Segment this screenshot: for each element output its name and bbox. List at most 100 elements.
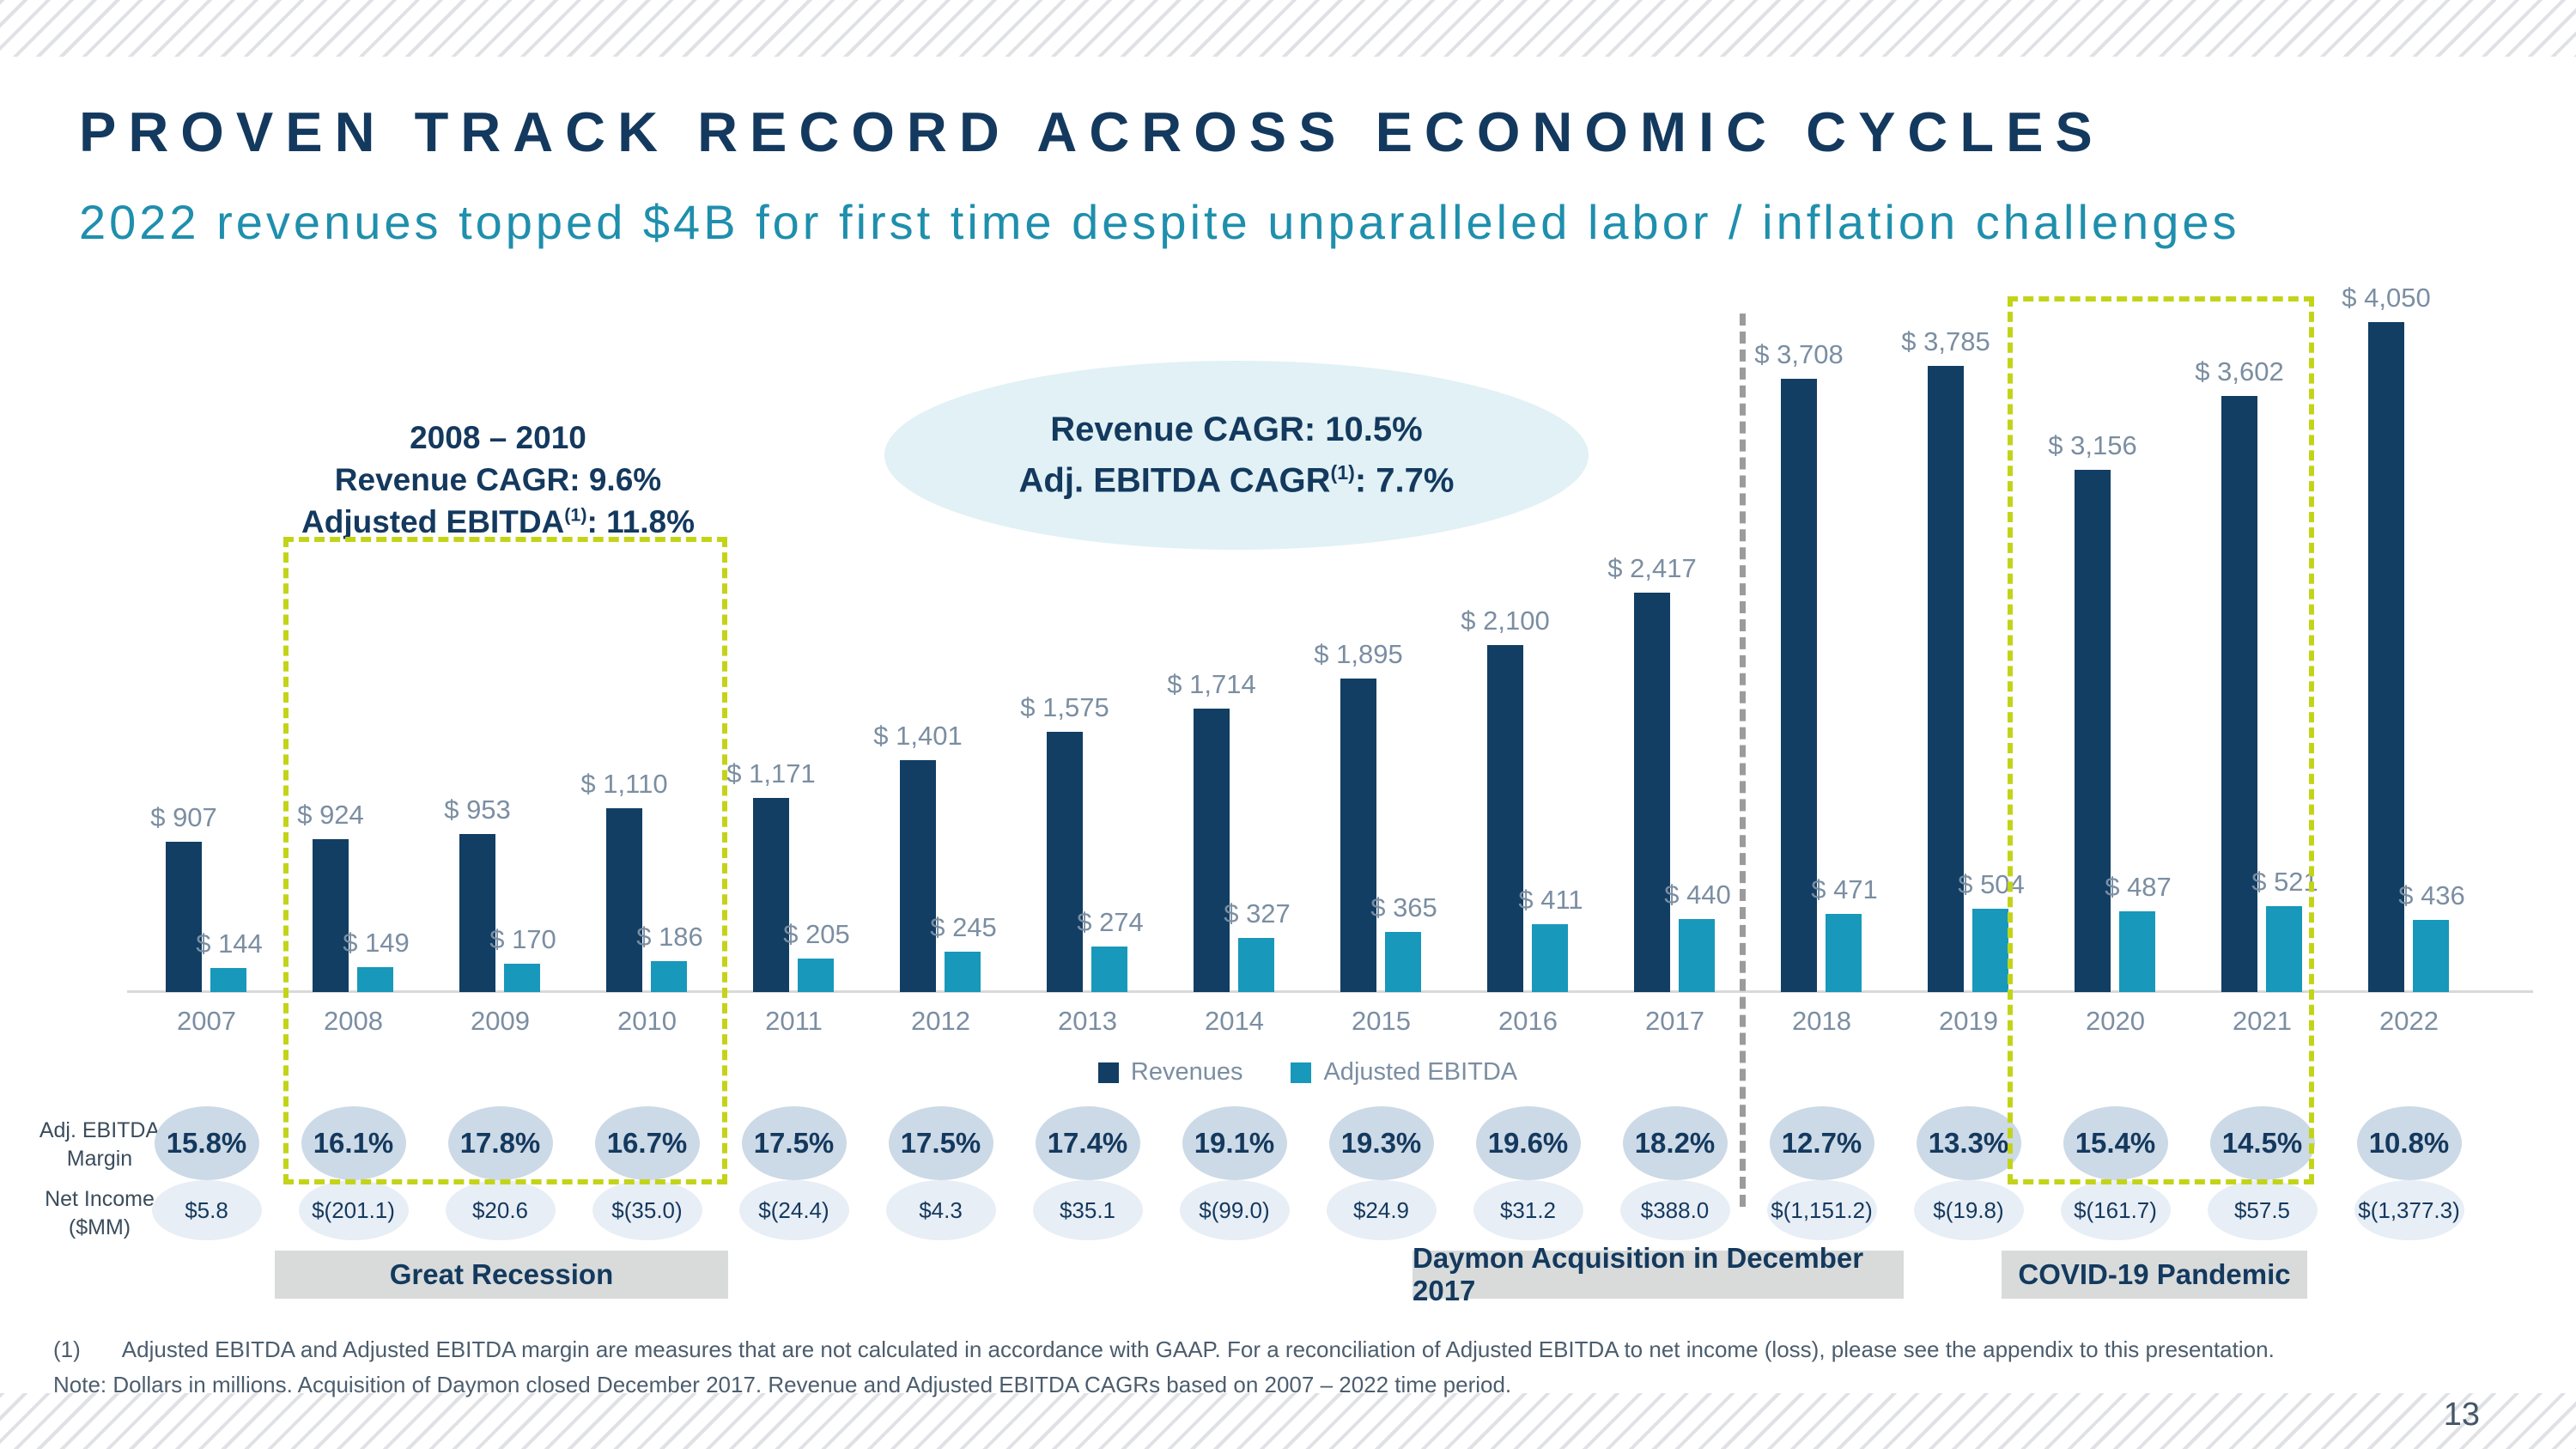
revenue-bar: [1340, 679, 1376, 992]
ebitda-bar: [357, 967, 393, 992]
chart-column-2018: $ 3,708 $ 471 2018: [1748, 294, 1895, 1036]
ebitda-value-label: $ 521: [2251, 867, 2318, 897]
net-income-cell: $(161.7): [2042, 1180, 2189, 1240]
margin-cell: 19.1%: [1161, 1106, 1308, 1180]
great-recession-banner: Great Recession: [275, 1251, 728, 1299]
revenue-value-label: $ 3,156: [2048, 430, 2137, 460]
footnote-note: Note: Dollars in millions. Acquisition o…: [53, 1372, 1512, 1397]
revenue-bar: [1634, 593, 1670, 992]
slide-subtitle: 2022 revenues topped $4B for first time …: [79, 195, 2240, 249]
net-income-value: $(99.0): [1179, 1180, 1290, 1240]
year-label: 2017: [1645, 1006, 1704, 1036]
chart-column-2008: $ 924 $ 149 2008: [280, 294, 427, 1036]
net-income-value: $5.8: [151, 1180, 262, 1240]
top-hatch-stripe: [0, 0, 2576, 57]
year-label: 2015: [1352, 1006, 1411, 1036]
footnote-ref: (1): [564, 504, 587, 526]
revenue-bar: [459, 834, 495, 992]
adj-ebitda-margin-value: 18.2%: [1622, 1106, 1728, 1180]
chart-column-2010: $ 1,110 $ 186 2010: [574, 294, 720, 1036]
revenue-value-label: $ 1,110: [580, 769, 668, 799]
ebitda-bar: [1238, 938, 1274, 992]
year-label: 2010: [617, 1006, 677, 1036]
revenue-value-label: $ 3,708: [1754, 339, 1844, 369]
chart-columns: $ 907 $ 144 2007 $ 924 $ 149 2008 $ 953 $ 170 20…: [133, 283, 2482, 1036]
net-income-value: $(24.4): [738, 1180, 849, 1240]
net-income-cell: $(24.4): [720, 1180, 867, 1240]
x-axis-line: [127, 990, 2533, 993]
adj-ebitda-margin-value: 15.8%: [154, 1106, 259, 1180]
margin-cell: 17.5%: [867, 1106, 1014, 1180]
ebitda-value-label: $ 170: [489, 924, 556, 954]
revenue-value-label: $ 953: [444, 795, 511, 825]
net-income-cell: $(35.0): [574, 1180, 720, 1240]
net-income-value: $57.5: [2207, 1180, 2318, 1240]
net-income-cell: $20.6: [427, 1180, 574, 1240]
net-income-cell: $(201.1): [280, 1180, 427, 1240]
margin-cell: 15.4%: [2042, 1106, 2189, 1180]
year-label: 2013: [1058, 1006, 1117, 1036]
revenue-bar: [1781, 379, 1817, 992]
chart-column-2019: $ 3,785 $ 504 2019: [1895, 294, 2042, 1036]
legend-label-adjusted-ebitda: Adjusted EBITDA: [1323, 1058, 1518, 1086]
net-income-cell: $(99.0): [1161, 1180, 1308, 1240]
revenue-value-label: $ 3,785: [1901, 326, 1990, 356]
ebitda-bar: [1532, 924, 1568, 992]
overall-revenue-cagr: Revenue CAGR: 10.5%: [1050, 410, 1423, 448]
net-income-value: $24.9: [1326, 1180, 1437, 1240]
ebitda-bar: [1826, 914, 1862, 992]
revenue-value-label: $ 2,100: [1461, 606, 1550, 636]
year-label: 2014: [1205, 1006, 1264, 1036]
margin-cell: 15.8%: [133, 1106, 280, 1180]
revenue-bar: [900, 760, 936, 992]
ebitda-value-label: $ 327: [1224, 898, 1291, 928]
revenue-value-label: $ 1,171: [726, 758, 816, 788]
chart-column-2022: $ 4,050 $ 436 2022: [2336, 283, 2482, 1036]
ebitda-bar: [798, 959, 834, 992]
chart-legend: Revenues Adjusted EBITDA: [133, 1058, 2482, 1087]
ebitda-bar: [651, 961, 687, 992]
net-income-cell: $31.2: [1455, 1180, 1601, 1240]
recession-cagr-callout: 2008 – 2010 Revenue CAGR: 9.6% Adjusted …: [258, 417, 738, 543]
net-income-cell: $4.3: [867, 1180, 1014, 1240]
net-income-value: $(201.1): [298, 1180, 409, 1240]
recession-callout-revenue-cagr: Revenue CAGR: 9.6%: [334, 461, 662, 497]
margin-cell: 17.4%: [1014, 1106, 1161, 1180]
chart-column-2011: $ 1,171 $ 205 2011: [720, 294, 867, 1036]
net-income-value: $388.0: [1619, 1180, 1730, 1240]
revenue-bar: [2075, 470, 2111, 992]
ebitda-value-label: $ 245: [930, 912, 997, 942]
revenue-value-label: $ 924: [297, 800, 364, 830]
ebitda-bar: [1385, 932, 1421, 992]
daymon-acquisition-divider: [1740, 314, 1746, 1207]
ebitda-value-label: $ 365: [1370, 892, 1437, 922]
revenue-bar: [313, 839, 349, 992]
year-label: 2009: [471, 1006, 530, 1036]
ebitda-value-label: $ 205: [783, 919, 850, 949]
footnote-ref: (1): [1330, 460, 1355, 484]
ebitda-value-label: $ 186: [636, 922, 703, 952]
adj-ebitda-margin-value: 16.1%: [301, 1106, 406, 1180]
net-income-value: $(161.7): [2060, 1180, 2171, 1240]
adjusted-ebitda-swatch-icon: [1291, 1062, 1312, 1083]
ebitda-bar: [1679, 919, 1715, 992]
ebitda-value-label: $ 274: [1077, 907, 1144, 937]
margin-bubble-row: 15.8% 16.1% 17.8% 16.7% 17.5% 17.5% 17.4% 19.1%…: [133, 1106, 2482, 1180]
adj-ebitda-margin-value: 19.1%: [1182, 1106, 1287, 1180]
net-income-value: $(1,151.2): [1766, 1180, 1877, 1240]
margin-cell: 16.7%: [574, 1106, 720, 1180]
net-income-cell: $388.0: [1601, 1180, 1748, 1240]
ebitda-value-label: $ 471: [1811, 874, 1878, 904]
adj-ebitda-margin-value: 17.5%: [741, 1106, 847, 1180]
year-label: 2011: [765, 1006, 823, 1036]
year-label: 2022: [2379, 1006, 2439, 1036]
margin-row-label: Adj. EBITDA Margin: [39, 1118, 161, 1171]
margin-cell: 19.3%: [1308, 1106, 1455, 1180]
covid-pandemic-banner: COVID-19 Pandemic: [2002, 1251, 2307, 1299]
revenue-value-label: $ 1,895: [1314, 639, 1403, 669]
adj-ebitda-margin-value: 12.7%: [1769, 1106, 1874, 1180]
adj-ebitda-margin-value: 10.8%: [2356, 1106, 2462, 1180]
legend-label-revenues: Revenues: [1130, 1058, 1243, 1086]
net-income-value: $20.6: [445, 1180, 556, 1240]
